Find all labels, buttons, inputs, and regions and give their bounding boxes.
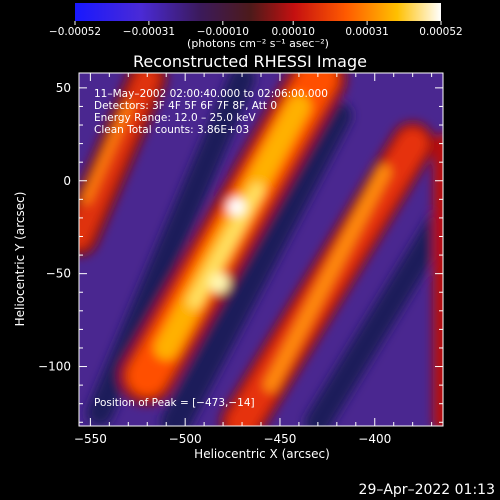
colorbar-tick-label: 0.00010: [271, 26, 314, 38]
y-tick-label: −100: [38, 360, 71, 374]
plot-area: [79, 73, 443, 426]
y-axis-label: Heliocentric Y (arcsec): [13, 192, 27, 327]
image-ridges: [79, 73, 443, 426]
colorbar: [75, 3, 441, 21]
x-axis-ticks: [89, 73, 433, 426]
info-line: Energy Range: 12.0 – 25.0 keV: [94, 112, 256, 124]
peak-position-label: Position of Peak = [−473,−14]: [94, 397, 255, 409]
colorbar-tick-label: −0.00031: [123, 26, 175, 38]
footer-timestamp: 29–Apr–2022 01:13: [359, 482, 495, 498]
x-axis-label: Heliocentric X (arcsec): [194, 447, 330, 461]
peak-spot: [227, 197, 246, 216]
info-line: Detectors: 3F 4F 5F 6F 7F 8F, Att 0: [94, 100, 277, 112]
colorbar-ticks: [74, 21, 442, 25]
x-axis-tick-labels: −550 −500 −450 −400: [74, 432, 391, 446]
colorbar-tick-label: −0.00052: [49, 26, 101, 38]
ridge-left-mid: [79, 73, 160, 249]
x-tick-label: −450: [263, 432, 296, 446]
colorbar-tick-label: −0.00010: [197, 26, 249, 38]
y-tick-label: 0: [63, 174, 71, 188]
y-axis-tick-labels: −100 −50 0 50: [38, 81, 71, 374]
trough-mid: [160, 100, 352, 426]
x-tick-label: −500: [169, 432, 202, 446]
x-tick-label: −550: [74, 432, 107, 446]
secondary-bright-spot: [209, 272, 230, 293]
x-tick-label: −400: [358, 432, 391, 446]
chart-title: Reconstructed RHESSI Image: [133, 52, 367, 71]
ridge-left-inner: [81, 101, 134, 205]
colorbar-units: (photons cm⁻² s⁻¹ asec⁻²): [187, 37, 329, 50]
trough-left: [86, 73, 256, 426]
colorbar-tick-label: 0.00052: [419, 26, 462, 38]
info-line: Clean Total counts: 3.86E+03: [94, 124, 249, 136]
info-block: 11–May–2002 02:00:40.000 to 02:06:00.000…: [94, 88, 328, 136]
y-tick-label: −50: [46, 267, 71, 281]
colorbar-labels: −0.00052 −0.00031 −0.00010 0.00010 0.00031 0.…: [49, 26, 463, 38]
info-line: 11–May–2002 02:00:40.000 to 02:06:00.000: [94, 88, 328, 100]
y-axis-ticks: [79, 87, 443, 423]
colorbar-tick-label: 0.00031: [345, 26, 388, 38]
ridge-right-inner: [263, 164, 392, 393]
ridge-central-core: [187, 183, 265, 309]
trough-right: [304, 204, 443, 426]
y-tick-label: 50: [56, 81, 71, 95]
